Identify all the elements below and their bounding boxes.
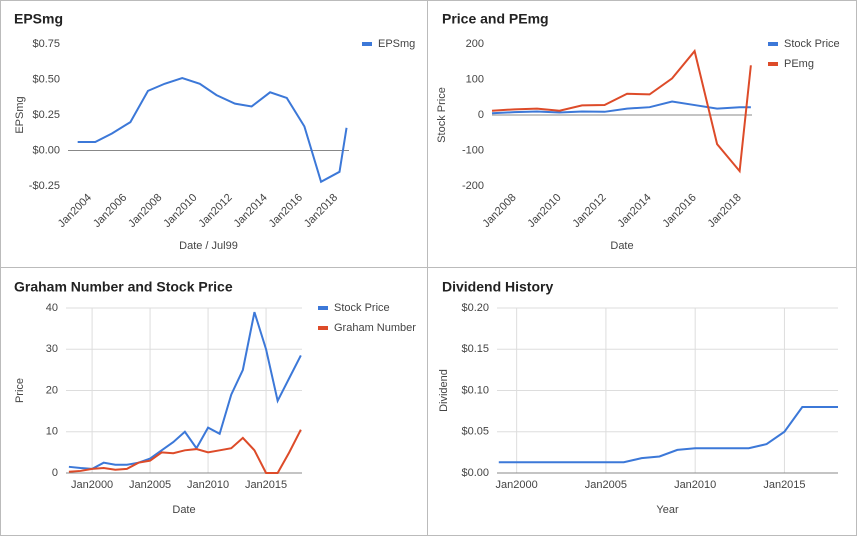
x-tick-label: Jan2016	[267, 192, 305, 230]
x-tick-label: Jan2015	[763, 479, 805, 491]
series-line	[491, 48, 752, 174]
y-tick-label: 40	[46, 302, 58, 314]
x-tick-label: Jan2014	[615, 192, 653, 230]
legend-swatch	[768, 42, 778, 46]
x-tick-label: Jan2010	[187, 479, 229, 491]
y-tick-label: $0.75	[32, 38, 60, 50]
legend-label: Stock Price	[784, 38, 840, 50]
legend-swatch	[318, 306, 328, 310]
x-axis-title: Date / Jul99	[179, 240, 238, 252]
y-axis-title: EPSmg	[14, 96, 26, 133]
legend-swatch	[768, 62, 778, 66]
series-line	[491, 100, 751, 115]
legend-label: EPSmg	[378, 38, 415, 50]
x-tick-label: Jan2008	[480, 192, 518, 230]
x-tick-label: Jan2012	[196, 192, 234, 230]
legend-label: PEmg	[784, 58, 814, 70]
y-tick-label: 200	[466, 38, 484, 50]
y-tick-label: $0.25	[32, 109, 60, 121]
y-tick-label: 20	[46, 384, 58, 396]
chart-title: Price and PEmg	[442, 11, 549, 27]
y-tick-label: 30	[46, 343, 58, 355]
x-tick-label: Jan2018	[302, 192, 340, 230]
x-tick-label: Jan2008	[126, 192, 164, 230]
chart-panel: Dividend History Dividend Year $0.00 $0.05 $0…	[438, 279, 838, 516]
x-tick-label: Jan2018	[705, 192, 743, 230]
y-tick-label: $0.05	[461, 426, 489, 438]
x-tick-label: Jan2000	[496, 479, 538, 491]
x-axis-title: Date	[172, 504, 195, 516]
y-tick-label: 100	[466, 73, 484, 85]
x-tick-label: Jan2010	[161, 192, 199, 230]
x-tick-label: Jan2014	[232, 192, 270, 230]
y-tick-label: -100	[462, 144, 484, 156]
series-line	[68, 311, 302, 470]
x-tick-label: Jan2010	[674, 479, 716, 491]
x-tick-label: Jan2005	[129, 479, 171, 491]
series-line	[68, 429, 302, 474]
chart-panel: Price and PEmg Stock Price Date 200 100 0 -100…	[436, 11, 840, 252]
y-tick-label: $0.20	[461, 302, 489, 314]
legend-swatch	[362, 42, 372, 46]
chart-title: Dividend History	[442, 279, 553, 295]
x-tick-label: Jan2010	[525, 192, 563, 230]
y-tick-label: 10	[46, 426, 58, 438]
y-axis-title: Price	[14, 378, 26, 403]
y-tick-label: $0.00	[461, 467, 489, 479]
x-tick-label: Jan2006	[91, 192, 129, 230]
series-line	[77, 77, 348, 184]
y-tick-label: -200	[462, 180, 484, 192]
chart-title: EPSmg	[14, 11, 63, 27]
legend-swatch	[318, 326, 328, 330]
y-tick-label: 0	[478, 109, 484, 121]
y-tick-label: $0.10	[461, 384, 489, 396]
chart-panel: Graham Number and Stock Price Price Date 0 1…	[14, 279, 416, 516]
series-line	[498, 406, 838, 464]
y-tick-label: $0.15	[461, 343, 489, 355]
legend-label: Graham Number	[334, 322, 416, 334]
y-axis-title: Dividend	[438, 369, 450, 412]
chart-panel: EPSmg EPSmg Date / Jul99 $0.75 $0.50 $0.25 $0.…	[14, 11, 415, 252]
y-tick-label: $0.00	[32, 144, 60, 156]
y-axis-title: Stock Price	[436, 87, 448, 143]
x-tick-label: Jan2005	[585, 479, 627, 491]
y-tick-label: 0	[52, 467, 58, 479]
legend-label: Stock Price	[334, 302, 390, 314]
chart-title: Graham Number and Stock Price	[14, 279, 233, 295]
x-tick-label: Jan2016	[660, 192, 698, 230]
x-tick-label: Jan2015	[245, 479, 287, 491]
x-tick-label: Jan2004	[56, 192, 94, 230]
x-axis-title: Date	[610, 240, 633, 252]
x-tick-label: Jan2000	[71, 479, 113, 491]
x-tick-label: Jan2012	[570, 192, 608, 230]
y-tick-label: $0.50	[32, 73, 60, 85]
x-axis-title: Year	[656, 504, 679, 516]
y-tick-label: -$0.25	[29, 180, 60, 192]
